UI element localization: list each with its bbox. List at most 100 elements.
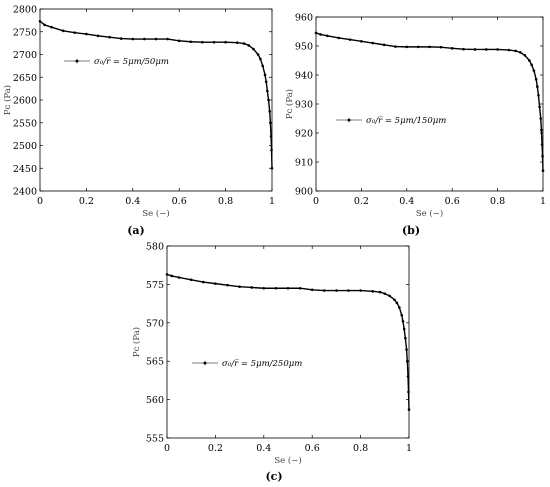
chart-b-data-point	[314, 31, 318, 35]
chart-a-data-point	[224, 40, 227, 44]
chart-c-data-point	[298, 286, 302, 290]
chart-c-data-point	[226, 283, 229, 287]
chart-b-data-point	[394, 45, 397, 48]
chart-c-y-tick-label: 565	[146, 357, 164, 368]
chart-b-legend-marker-icon: ✦	[346, 116, 353, 125]
chart-a-data-point	[259, 57, 262, 61]
chart-b-data-point	[540, 128, 543, 132]
chart-c-data-point	[400, 313, 404, 317]
chart-b-x-tick-label: 0.6	[445, 196, 460, 207]
chart-c-data-point	[347, 289, 350, 292]
chart-a-y-tick-label: 2450	[13, 164, 37, 175]
chart-a-y-tick-label: 2700	[13, 50, 37, 61]
chart-a-data-point	[264, 80, 268, 84]
chart-c-legend-marker-icon: ✦	[202, 359, 209, 368]
chart-b-data-point	[538, 105, 541, 109]
chart-b-data-point	[530, 63, 533, 67]
chart-a-data-point	[61, 29, 65, 33]
chart-b-x-tick-label: 0.4	[399, 196, 414, 207]
chart-a-data-point	[247, 44, 251, 47]
chart-a-data-point	[269, 135, 273, 138]
chart-c-x-axis-title: Se (−)	[274, 455, 301, 466]
chart-b-panel-label: (b)	[402, 224, 420, 237]
chart-c-x-tick-label: 0.8	[353, 443, 368, 454]
chart-c-panel-label: (c)	[265, 470, 282, 483]
chart-a-y-tick-label: 2750	[13, 27, 37, 38]
chart-c-x-tick-label: 1	[406, 443, 412, 454]
chart-a-data-point	[270, 148, 273, 152]
chart-b-data-point	[496, 48, 499, 51]
chart-a-x-tick-label: 0	[37, 196, 43, 207]
chart-c-data-point	[359, 289, 362, 292]
chart-b-y-axis-title: Pᴄ (Pa)	[284, 89, 295, 119]
chart-b-data-point	[428, 45, 431, 49]
chart-b-y-tick-label: 940	[295, 71, 313, 82]
chart-c-data-point	[286, 286, 290, 290]
chart-b-data-point	[528, 59, 531, 62]
chart-c-data-point	[274, 286, 278, 290]
chart-b-data-point	[534, 78, 538, 81]
chart-c-data-point	[407, 408, 411, 411]
chart-a-y-tick-label: 2400	[13, 187, 37, 198]
chart-a-data-point	[143, 37, 146, 41]
chart-b-legend-label: σ₀/r̅ = 5μm/150μm	[366, 116, 446, 126]
chart-c-data-point	[177, 276, 181, 279]
chart-a-series-line	[39, 20, 273, 169]
chart-a-data-point	[73, 31, 77, 34]
chart-c-data-point	[262, 286, 266, 290]
chart-a-data-point	[166, 37, 169, 41]
chart-a-data-point	[268, 110, 271, 113]
chart-c-x-tick-label: 0.6	[305, 443, 320, 454]
chart-a-data-point	[270, 166, 274, 170]
chart-c-data-point	[310, 288, 314, 292]
chart-panel-a: 0 0.2 0.4 0.6 0.8 1 2400 2450 2500 2550 2600 2650 27…	[2, 5, 275, 238]
chart-b-series-line	[315, 32, 544, 171]
chart-b-data-point	[371, 41, 375, 45]
chart-b-data-point	[319, 33, 322, 36]
chart-a-data-point	[269, 121, 272, 125]
chart-b-data-point	[519, 51, 522, 54]
chart-a-data-point	[43, 23, 46, 27]
chart-a-x-tick-label: 0.6	[172, 196, 187, 207]
chart-a-data-point	[266, 89, 269, 93]
chart-a-y-tick-label: 2650	[13, 73, 37, 84]
chart-c-data-point	[401, 319, 405, 323]
chart-b-x-axis-title: Se (−)	[416, 208, 443, 219]
chart-b-data-point	[416, 45, 420, 49]
chart-a-data-point	[201, 40, 204, 44]
chart-a-y-tick-label: 2800	[13, 5, 37, 16]
chart-a-data-point	[96, 34, 100, 38]
chart-c-data-point	[202, 280, 205, 284]
chart-c-x-tick-label: 0.4	[256, 443, 271, 454]
chart-a-plot-frame	[39, 8, 273, 192]
chart-c-data-point	[402, 327, 406, 331]
chart-c-data-point	[371, 290, 375, 293]
chart-b-data-point	[405, 45, 409, 49]
chart-b-y-tick-label: 950	[295, 42, 313, 53]
chart-b-data-point	[536, 85, 539, 88]
chart-b-data-point	[360, 40, 363, 43]
chart-a-x-tick-label: 0.4	[125, 196, 140, 207]
chart-a-data-point	[263, 73, 267, 77]
chart-b-data-point	[539, 117, 543, 120]
chart-b-y-tick-label: 920	[295, 129, 313, 140]
chart-b-y-tick-label: 930	[295, 100, 313, 111]
chart-a-data-point	[177, 39, 181, 43]
chart-b-x-tick-label: 0	[313, 196, 319, 207]
chart-a-y-tick-label: 2550	[13, 118, 37, 129]
chart-a-data-point	[256, 53, 260, 56]
chart-a-data-point	[267, 98, 270, 102]
chart-a-x-tick-label: 0.2	[79, 196, 94, 207]
chart-a-data-point	[119, 37, 123, 40]
chart-c-data-point	[250, 286, 253, 289]
chart-a-data-point	[261, 64, 265, 68]
chart-b-data-point	[540, 143, 544, 146]
chart-c-data-point	[170, 274, 174, 278]
chart-a-panel-label: (a)	[127, 224, 145, 237]
chart-b-data-point	[507, 48, 511, 52]
chart-b-data-point	[337, 36, 341, 40]
chart-a-data-point	[252, 47, 255, 51]
chart-a-y-axis-title: Pᴄ (Pa)	[2, 85, 13, 115]
chart-a-data-point	[242, 42, 246, 45]
